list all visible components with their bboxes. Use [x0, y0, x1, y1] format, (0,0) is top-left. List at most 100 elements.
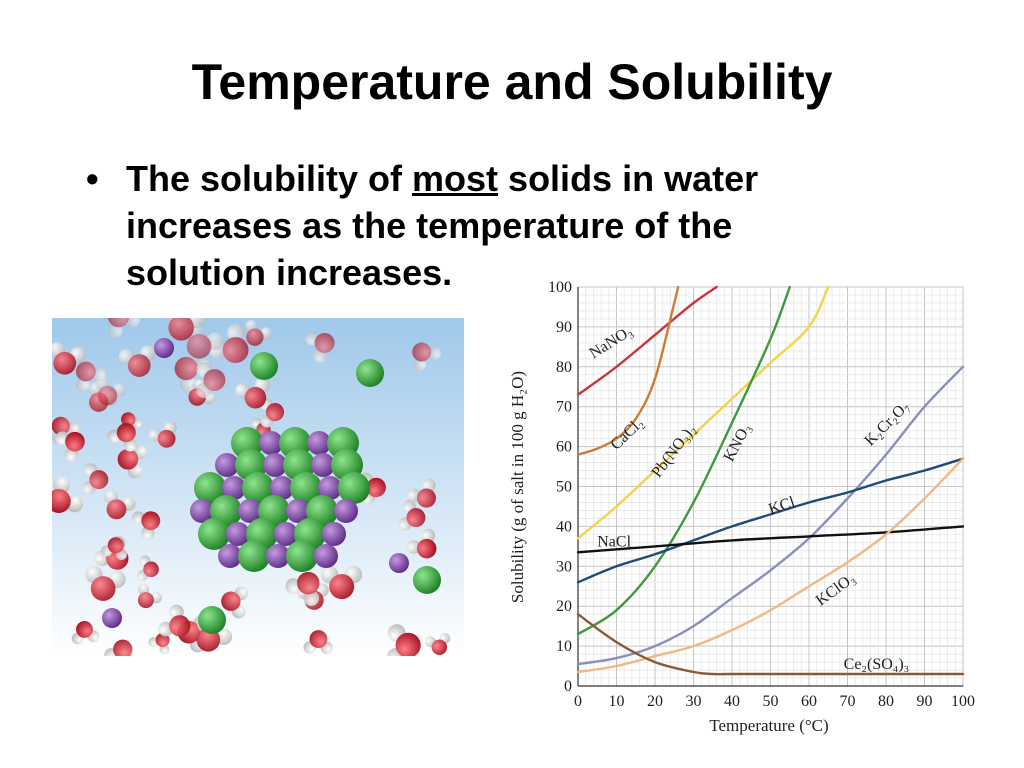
anion-sphere	[242, 472, 274, 504]
free-cation	[102, 608, 122, 628]
dissolving-crystal-illustration	[52, 318, 464, 656]
y-tick-label: 20	[556, 598, 572, 615]
anion-sphere	[286, 540, 318, 572]
water-molecule	[85, 565, 126, 601]
cation-sphere	[311, 453, 335, 477]
series-line	[576, 365, 965, 666]
series-line	[576, 457, 965, 674]
y-tick-label: 40	[556, 518, 572, 535]
free-ions	[102, 338, 441, 634]
water-molecule	[221, 586, 249, 619]
water-molecule	[104, 490, 136, 520]
x-tick-label: 30	[686, 693, 702, 710]
free-anion	[198, 606, 226, 634]
cation-sphere	[270, 476, 294, 500]
x-tick-label: 50	[763, 693, 779, 710]
cation-sphere	[307, 431, 331, 455]
water-molecule	[104, 639, 136, 656]
cation-sphere	[314, 544, 338, 568]
free-anion	[356, 359, 384, 387]
y-tick-label: 100	[548, 279, 572, 296]
water-molecule	[71, 620, 100, 645]
water-molecule	[137, 555, 159, 581]
water-molecule	[425, 633, 451, 656]
free-cation	[389, 553, 409, 573]
cation-sphere	[334, 499, 358, 523]
anion-sphere	[194, 472, 226, 504]
water-molecule	[137, 583, 163, 609]
water-molecule	[82, 463, 109, 495]
series-label: NaCl	[597, 533, 631, 550]
x-tick-label: 90	[917, 693, 933, 710]
water-molecule	[148, 633, 170, 655]
water-molecule	[101, 537, 128, 560]
cation-sphere	[238, 499, 262, 523]
series-line	[576, 285, 680, 456]
y-tick-label: 90	[556, 319, 572, 336]
water-molecule	[75, 361, 106, 392]
water-molecule	[303, 630, 334, 655]
water-molecule	[320, 565, 363, 600]
water-molecule	[107, 423, 137, 452]
anion-sphere	[238, 540, 270, 572]
anion-sphere	[198, 518, 230, 550]
anion-sphere	[290, 472, 322, 504]
water-molecule	[407, 478, 436, 508]
water-molecule	[398, 500, 426, 531]
bullet-text-after: solids in water increases as the tempera…	[126, 158, 759, 293]
water-molecule	[386, 624, 421, 656]
cation-sphere	[222, 476, 246, 500]
water-molecule	[95, 376, 127, 406]
cation-sphere	[226, 522, 250, 546]
water-molecule	[244, 320, 272, 346]
water-molecule	[304, 331, 335, 363]
water-molecule	[158, 604, 191, 637]
chart-grid	[577, 286, 964, 687]
x-tick-label: 60	[801, 693, 817, 710]
series-label: Ce₂(SO₄)₃	[844, 656, 910, 673]
x-tick-label: 80	[878, 693, 894, 710]
anion-sphere	[338, 472, 370, 504]
slide-title: Temperature and Solubility	[191, 54, 833, 110]
water-molecule	[131, 511, 161, 540]
water-molecule	[55, 431, 85, 462]
cation-sphere	[266, 544, 290, 568]
x-tick-label: 10	[609, 693, 625, 710]
water-molecule	[406, 528, 437, 559]
water-molecule	[285, 571, 320, 606]
x-axis-label: Temperature (°C)	[709, 716, 828, 735]
water-molecule	[107, 318, 141, 339]
chart-series	[576, 285, 965, 676]
bullet-symbol: •	[86, 158, 99, 199]
free-cation	[154, 338, 174, 358]
series-line	[576, 285, 791, 636]
water-molecule	[52, 476, 83, 513]
series-line	[576, 613, 965, 676]
x-tick-label: 0	[574, 693, 582, 710]
series-line	[576, 525, 965, 554]
bullet-text: The solubility of most solids in water i…	[126, 155, 846, 296]
y-tick-label: 10	[556, 638, 572, 655]
cation-sphere	[274, 522, 298, 546]
cation-sphere	[318, 476, 342, 500]
y-tick-label: 50	[556, 479, 572, 496]
water-molecule	[163, 318, 206, 341]
series-line	[576, 457, 965, 584]
x-tick-label: 40	[724, 693, 740, 710]
free-anion	[413, 566, 441, 594]
bullet-emphasis: most	[412, 158, 499, 199]
y-axis-label: Solubility (g of salt in 100 g H₂O)	[508, 371, 527, 603]
free-anion	[250, 352, 278, 380]
bullet-text-before: The solubility of	[126, 158, 402, 199]
cation-sphere	[286, 499, 310, 523]
water-molecule	[149, 421, 177, 448]
cation-sphere	[322, 522, 346, 546]
y-tick-label: 60	[556, 439, 572, 456]
series-line	[576, 285, 830, 540]
ionic-crystal	[190, 427, 370, 572]
series-line	[576, 285, 718, 396]
x-tick-label: 70	[840, 693, 856, 710]
cation-sphere	[259, 431, 283, 455]
y-tick-label: 80	[556, 359, 572, 376]
cation-sphere	[190, 499, 214, 523]
